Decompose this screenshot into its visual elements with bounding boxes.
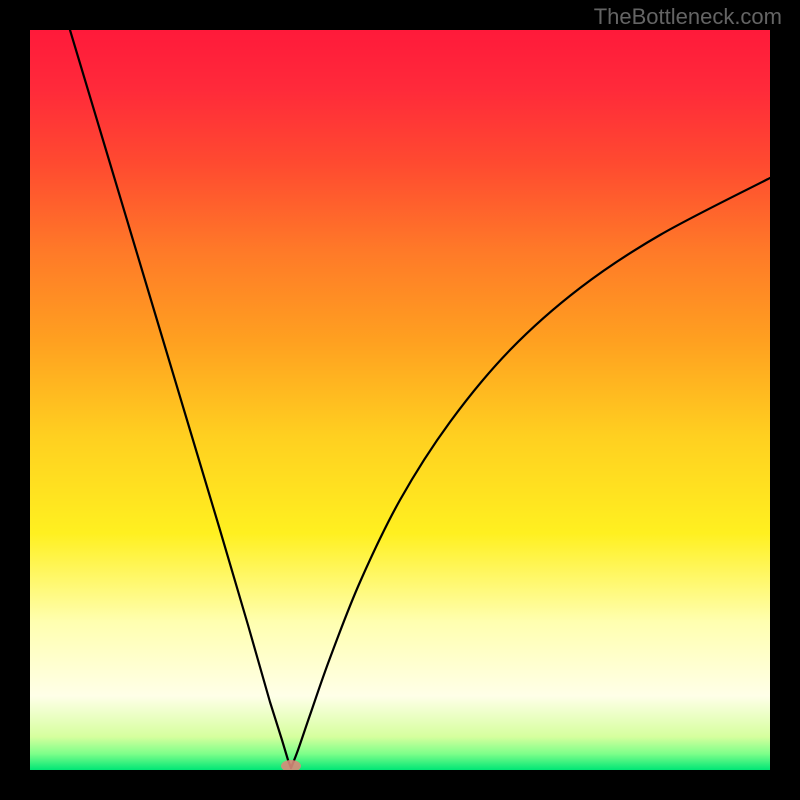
plot-area bbox=[30, 30, 770, 770]
bottleneck-curve bbox=[70, 30, 770, 768]
curve-svg bbox=[30, 30, 770, 770]
vertex-marker bbox=[281, 760, 301, 770]
watermark-text: TheBottleneck.com bbox=[594, 4, 782, 30]
root-container: TheBottleneck.com bbox=[0, 0, 800, 800]
